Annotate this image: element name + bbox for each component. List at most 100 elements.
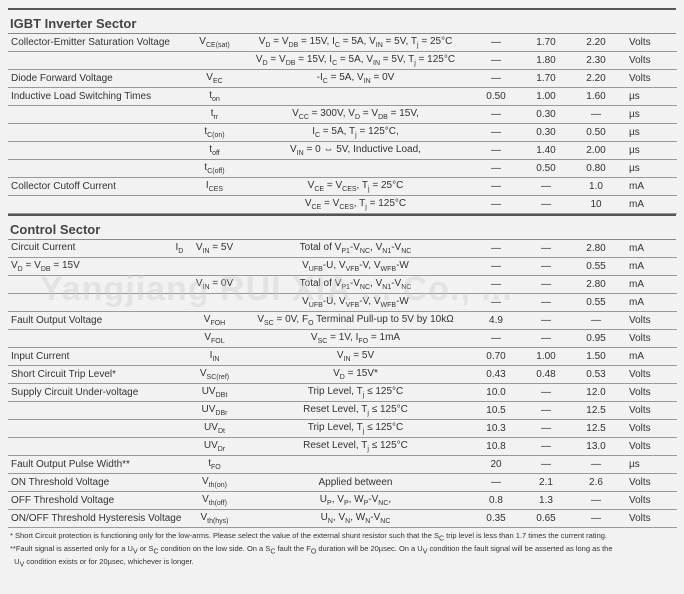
symbol-cell <box>189 294 240 312</box>
table-row: OFF Threshold VoltageVth(off)UP, VP, WP-… <box>8 492 677 510</box>
parameter-cell <box>8 196 189 214</box>
table-row: Collector Cutoff CurrentICESVCE = VCES, … <box>8 178 677 196</box>
min-cell: 10.8 <box>471 438 521 456</box>
parameter-cell <box>8 294 189 312</box>
symbol-cell: IIN <box>189 348 240 366</box>
condition-cell: Trip Level, Tj ≤ 125°C <box>240 384 471 402</box>
unit-cell: µs <box>621 124 677 142</box>
unit-cell: Volts <box>621 330 677 348</box>
typ-cell: — <box>521 178 571 196</box>
typ-cell: 0.65 <box>521 510 571 528</box>
max-cell: 0.95 <box>571 330 621 348</box>
condition-cell <box>240 88 471 106</box>
parameter-cell <box>8 106 189 124</box>
min-cell: — <box>471 474 521 492</box>
typ-cell: 0.50 <box>521 160 571 178</box>
parameter-cell: Fault Output Pulse Width** <box>8 456 189 474</box>
condition-cell: VUFB-U, VVFB-V, VWFB-W <box>240 294 471 312</box>
condition-cell: VIN = 5V <box>240 348 471 366</box>
typ-cell: — <box>521 240 571 258</box>
symbol-cell: Vth(hys) <box>189 510 240 528</box>
typ-cell: 1.80 <box>521 52 571 70</box>
unit-cell: µs <box>621 160 677 178</box>
min-cell: 10.5 <box>471 402 521 420</box>
spec-table: Collector-Emitter Saturation VoltageVCE(… <box>8 34 677 214</box>
typ-cell: 0.48 <box>521 366 571 384</box>
max-cell: 13.0 <box>571 438 621 456</box>
table-row: Collector-Emitter Saturation VoltageVCE(… <box>8 34 677 52</box>
unit-cell: Volts <box>621 366 677 384</box>
unit-cell: Volts <box>621 438 677 456</box>
symbol-cell: UVDBt <box>189 384 240 402</box>
table-row: ON/OFF Threshold Hysteresis VoltageVth(h… <box>8 510 677 528</box>
min-cell: 0.50 <box>471 88 521 106</box>
unit-cell: Volts <box>621 52 677 70</box>
table-row: UVDrReset Level, Tj ≤ 125°C10.8—13.0Volt… <box>8 438 677 456</box>
table-row: VD = VDB = 15VVUFB-U, VVFB-V, VWFB-W——0.… <box>8 258 677 276</box>
min-cell: — <box>471 178 521 196</box>
unit-cell: Volts <box>621 420 677 438</box>
min-cell: — <box>471 106 521 124</box>
unit-cell: Volts <box>621 510 677 528</box>
symbol-cell: UVDt <box>189 420 240 438</box>
footnote-line: UV condition exists or for 20µsec, which… <box>10 557 674 570</box>
parameter-cell: Supply Circuit Under-voltage <box>8 384 189 402</box>
min-cell: — <box>471 124 521 142</box>
max-cell: 2.20 <box>571 34 621 52</box>
min-cell: — <box>471 276 521 294</box>
min-cell: — <box>471 160 521 178</box>
max-cell: — <box>571 106 621 124</box>
parameter-cell: Fault Output Voltage <box>8 312 189 330</box>
table-row: tC(on)IC = 5A, Tj = 125°C,—0.300.50µs <box>8 124 677 142</box>
table-row: UVDBrReset Level, Tj ≤ 125°C10.5—12.5Vol… <box>8 402 677 420</box>
table-row: Inductive Load Switching Timeston0.501.0… <box>8 88 677 106</box>
parameter-cell: ON/OFF Threshold Hysteresis Voltage <box>8 510 189 528</box>
symbol-cell: Vth(on) <box>189 474 240 492</box>
footnote-line: **Fault signal is asserted only for a UV… <box>10 544 674 557</box>
symbol-cell: ICES <box>189 178 240 196</box>
unit-cell: Volts <box>621 402 677 420</box>
parameter-cell <box>8 276 189 294</box>
max-cell: 2.30 <box>571 52 621 70</box>
typ-cell: — <box>521 384 571 402</box>
parameter-cell <box>8 52 189 70</box>
section-title: IGBT Inverter Sector <box>8 8 676 34</box>
parameter-cell: Inductive Load Switching Times <box>8 88 189 106</box>
typ-cell: — <box>521 276 571 294</box>
max-cell: 2.6 <box>571 474 621 492</box>
section-title: Control Sector <box>8 214 676 240</box>
unit-cell: mA <box>621 258 677 276</box>
condition-cell: -IC = 5A, VIN = 0V <box>240 70 471 88</box>
unit-cell: mA <box>621 178 677 196</box>
footnote-line: * Short Circuit protection is functionin… <box>10 531 674 544</box>
symbol-cell: VIN = 5V <box>189 240 240 258</box>
condition-cell: UP, VP, WP-VNC, <box>240 492 471 510</box>
parameter-cell: Input Current <box>8 348 189 366</box>
condition-cell: VCE = VCES, Tj = 125°C <box>240 196 471 214</box>
parameter-cell: ON Threshold Voltage <box>8 474 189 492</box>
unit-cell: Volts <box>621 492 677 510</box>
condition-cell: IC = 5A, Tj = 125°C, <box>240 124 471 142</box>
parameter-cell: Short Circuit Trip Level* <box>8 366 189 384</box>
min-cell: 0.8 <box>471 492 521 510</box>
symbol-cell <box>189 196 240 214</box>
table-row: VCE = VCES, Tj = 125°C——10mA <box>8 196 677 214</box>
min-cell: — <box>471 196 521 214</box>
condition-cell: VD = 15V* <box>240 366 471 384</box>
typ-cell: — <box>521 402 571 420</box>
table-row: toffVIN = 0 ⇔ 5V, Inductive Load,—1.402.… <box>8 142 677 160</box>
condition-cell: VCE = VCES, Tj = 25°C <box>240 178 471 196</box>
min-cell: 0.43 <box>471 366 521 384</box>
typ-cell: — <box>521 294 571 312</box>
max-cell: 2.20 <box>571 70 621 88</box>
unit-cell: Volts <box>621 312 677 330</box>
typ-cell: — <box>521 196 571 214</box>
table-row: VFOLVSC = 1V, IFO = 1mA——0.95Volts <box>8 330 677 348</box>
max-cell: 0.55 <box>571 258 621 276</box>
max-cell: 0.55 <box>571 294 621 312</box>
typ-cell: 0.30 <box>521 124 571 142</box>
symbol-cell: UVDBr <box>189 402 240 420</box>
unit-cell: µs <box>621 88 677 106</box>
table-row: VUFB-U, VVFB-V, VWFB-W——0.55mA <box>8 294 677 312</box>
table-row: ON Threshold VoltageVth(on)Applied betwe… <box>8 474 677 492</box>
